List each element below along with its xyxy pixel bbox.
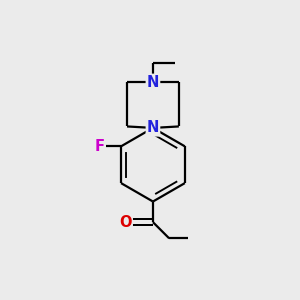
Text: N: N: [147, 75, 159, 90]
Text: O: O: [119, 214, 132, 230]
Text: F: F: [94, 139, 105, 154]
Text: N: N: [147, 120, 159, 135]
